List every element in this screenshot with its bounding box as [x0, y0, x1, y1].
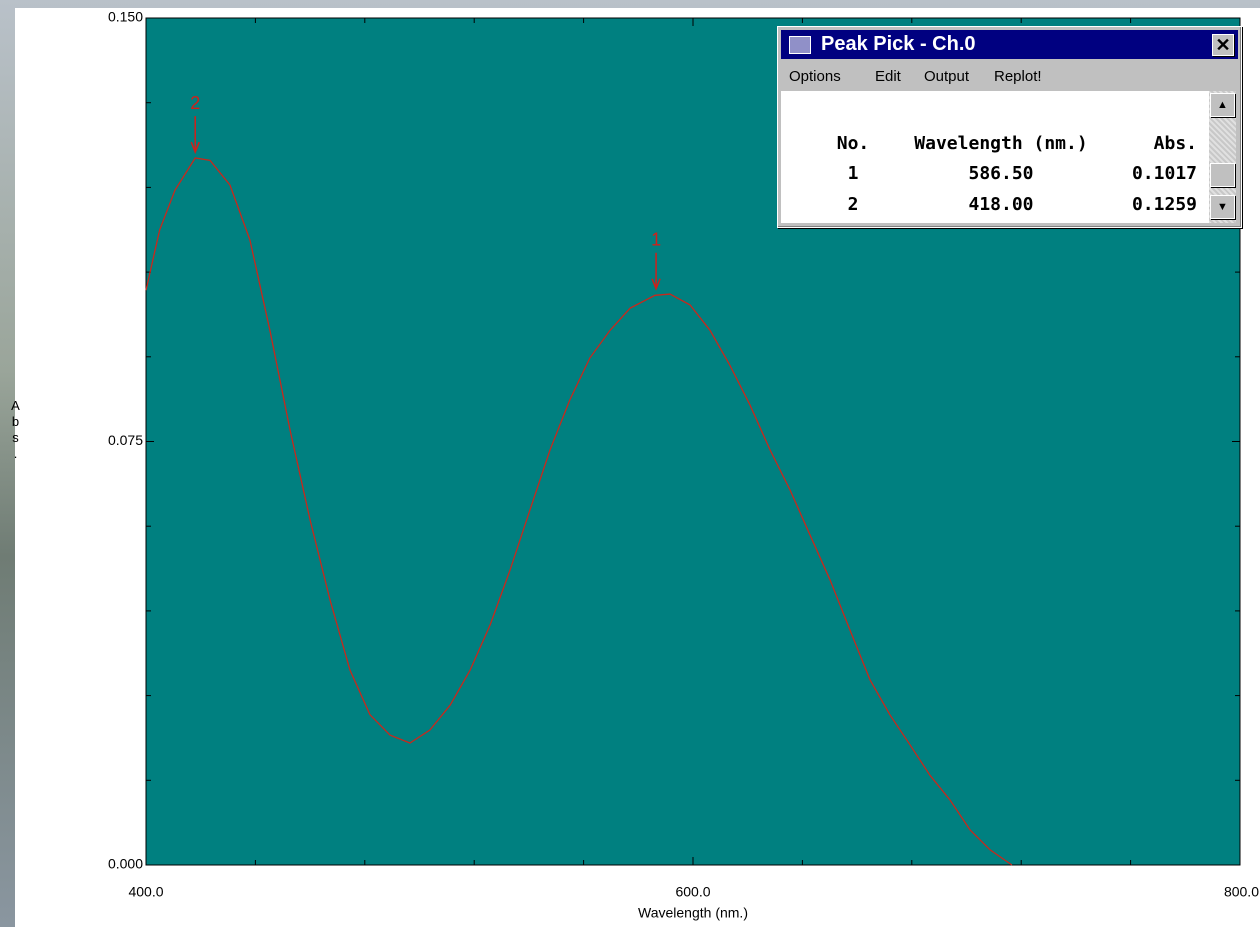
x-axis-label: Wavelength (nm.): [638, 905, 748, 921]
page: Wavelength (nm.) 0.000 0.075 0.150 400.0 600…: [0, 0, 1260, 927]
scrollbar[interactable]: ▲ ▼: [1209, 91, 1236, 223]
window-icon[interactable]: [789, 36, 811, 54]
column-header: Abs.: [1154, 133, 1197, 154]
table-cell: 0.1017: [1132, 163, 1197, 184]
peak-label: 1: [651, 229, 661, 249]
scroll-thumb[interactable]: [1210, 163, 1235, 187]
x-tick-label: 400.0: [128, 884, 163, 900]
menu-bar: Options Edit Output Replot!: [781, 60, 1238, 88]
peak-pick-window[interactable]: Peak Pick - Ch.0 ✕ Options Edit Output Repl…: [777, 26, 1242, 228]
peak-label: 2: [190, 93, 200, 113]
scroll-up[interactable]: ▲: [1210, 93, 1235, 117]
close-button[interactable]: ✕: [1212, 34, 1234, 56]
menu-item[interactable]: Replot!: [994, 68, 1042, 85]
menu-item[interactable]: Edit: [875, 68, 901, 85]
y-axis-label: Abs.: [8, 398, 22, 462]
x-tick-label: 600.0: [675, 884, 710, 900]
menu-item[interactable]: Output: [924, 68, 969, 85]
table-cell: 418.00: [851, 194, 1151, 215]
y-tick-label: 0.000: [108, 856, 143, 872]
column-header: Wavelength (nm.): [851, 133, 1151, 154]
window-title: Peak Pick - Ch.0: [821, 33, 976, 56]
x-tick-label: 800.0: [1224, 884, 1259, 900]
title-bar: Peak Pick - Ch.0 ✕: [781, 30, 1238, 59]
table-cell: 586.50: [851, 163, 1151, 184]
menu-item[interactable]: Options: [789, 68, 841, 85]
scroll-down[interactable]: ▼: [1210, 195, 1235, 219]
y-tick-label: 0.150: [108, 9, 143, 25]
table-cell: 0.1259: [1132, 194, 1197, 215]
y-tick-label: 0.075: [108, 432, 143, 448]
